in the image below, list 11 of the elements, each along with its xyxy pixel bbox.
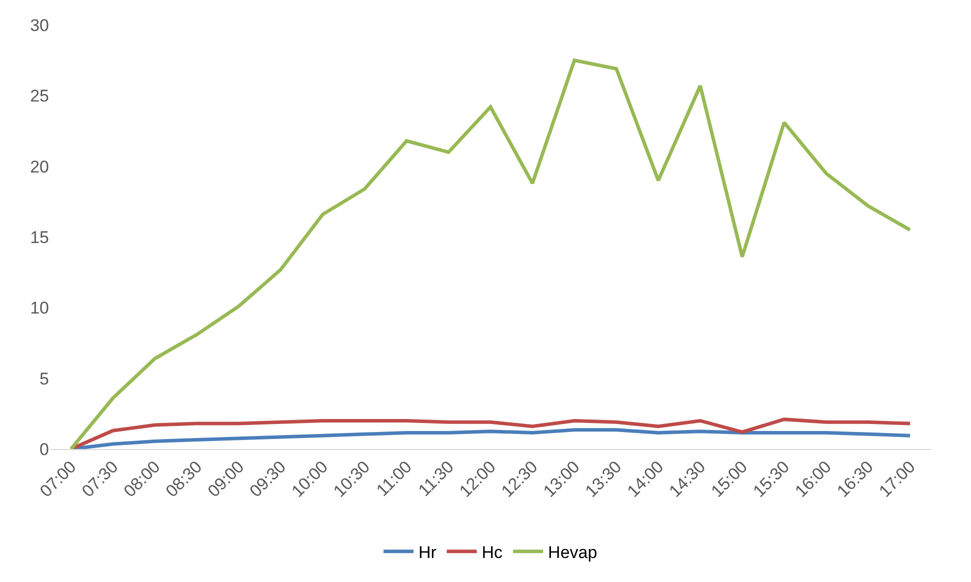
legend-label: Hr xyxy=(418,542,437,562)
y-tick-label: 20 xyxy=(30,157,49,176)
y-tick-label: 10 xyxy=(30,298,49,318)
line-series xyxy=(69,58,912,449)
y-tick-label: 30 xyxy=(30,16,49,35)
y-tick-label: 15 xyxy=(30,228,49,247)
y-tick-label: 0 xyxy=(40,440,49,459)
y-tick-label: 25 xyxy=(30,86,49,106)
legend-label: Hc xyxy=(482,542,504,562)
y-tick-label: 5 xyxy=(40,369,49,388)
legend-label: Hevap xyxy=(548,542,598,562)
